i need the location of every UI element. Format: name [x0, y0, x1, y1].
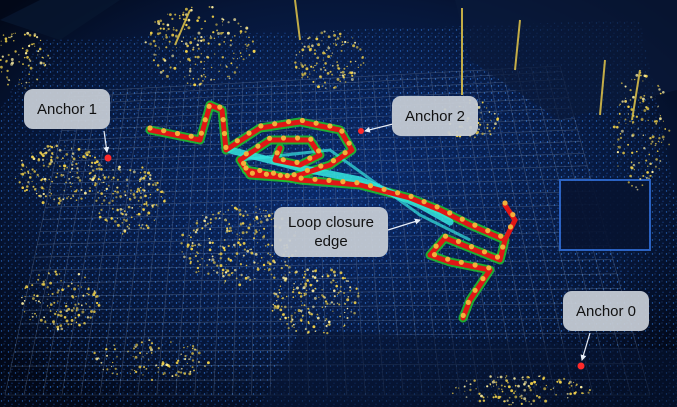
- anchor-0-text: Anchor 0: [575, 302, 637, 320]
- anchor-1-label: Anchor 1: [24, 89, 110, 129]
- anchor-1-text: Anchor 1: [36, 100, 98, 118]
- robot-trajectory: [145, 100, 518, 323]
- anchor-markers: [104, 128, 585, 370]
- loop-closure-edge-label: Loop closure edge: [274, 207, 388, 257]
- anchor-1-marker: [104, 154, 112, 162]
- loop-closure-text: Loop closure edge: [288, 213, 374, 251]
- anchor-2-marker: [358, 128, 364, 134]
- anchor-0-marker: [577, 362, 585, 370]
- callout-pointers: [103, 123, 591, 361]
- anchor-2-text: Anchor 2: [404, 107, 466, 125]
- pose-nodes: [147, 103, 516, 318]
- anchor-2-label: Anchor 2: [392, 96, 478, 136]
- anchor-0-label: Anchor 0: [563, 291, 649, 331]
- loop-closure-line-1: Loop closure: [288, 214, 374, 231]
- loop-closure-line-2: edge: [314, 233, 348, 250]
